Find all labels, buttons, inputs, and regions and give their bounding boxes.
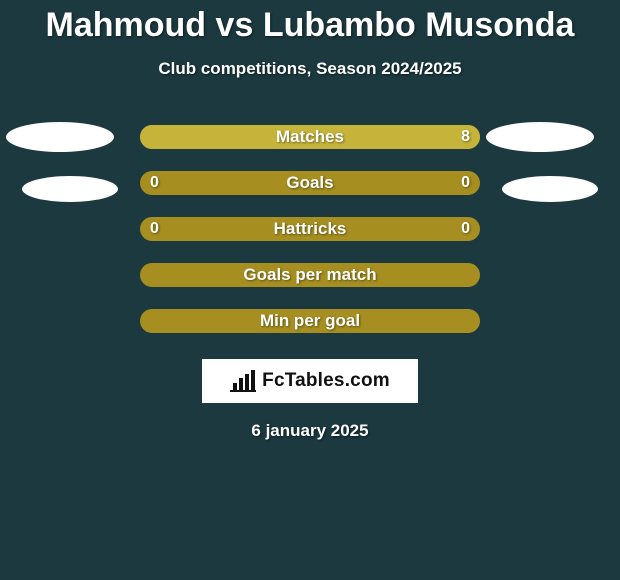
stat-row: Min per goal [140,309,480,333]
stats-list: Matches 8 0 Goals 0 0 Hattricks 0 Goals per matc… [0,125,620,333]
decorative-ellipse [22,176,118,202]
decorative-ellipse [486,122,594,152]
comparison-card: Mahmoud vs Lubambo Musonda Club competit… [0,0,620,441]
decorative-ellipse [6,122,114,152]
bar-chart-icon [230,370,256,392]
stat-left-value: 0 [150,174,159,192]
logo-text: FcTables.com [262,370,390,392]
stat-row: 0 Hattricks 0 [140,217,480,241]
stat-right-value: 0 [461,174,470,192]
stat-left-value: 0 [150,220,159,238]
decorative-ellipse [502,176,598,202]
stat-row: 0 Goals 0 [140,171,480,195]
stat-label: Min per goal [260,311,360,331]
stat-row: Matches 8 [140,125,480,149]
stat-label: Hattricks [274,219,347,239]
stat-label: Goals [286,173,333,193]
stat-right-value: 0 [461,220,470,238]
stat-right-value: 8 [461,128,470,146]
stat-label: Matches [276,127,344,147]
subtitle: Club competitions, Season 2024/2025 [0,59,620,79]
date-label: 6 january 2025 [0,421,620,441]
source-logo[interactable]: FcTables.com [202,359,418,403]
vs-text: vs [216,6,254,44]
stat-row: Goals per match [140,263,480,287]
page-title: Mahmoud vs Lubambo Musonda [0,2,620,45]
player1-name: Mahmoud [46,6,207,44]
player2-name: Lubambo Musonda [263,6,575,44]
stat-label: Goals per match [243,265,376,285]
